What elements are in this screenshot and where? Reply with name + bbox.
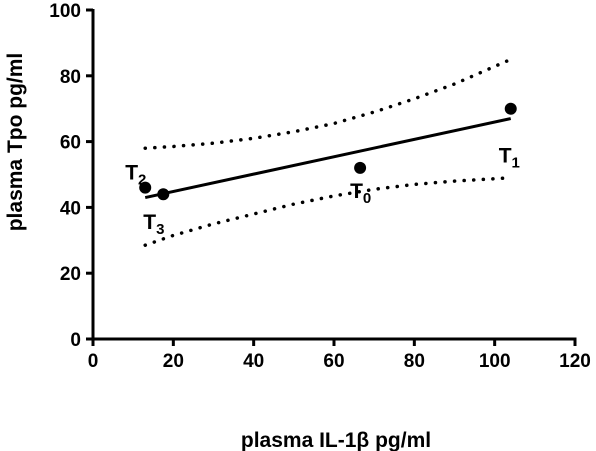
point-label-subscript: 0 xyxy=(363,190,371,207)
x-tick-label: 40 xyxy=(243,351,264,372)
x-axis-title: plasma IL-1β pg/ml xyxy=(241,429,431,451)
y-tick-label: 20 xyxy=(60,264,81,285)
point-label-text: T xyxy=(499,145,512,168)
point-label: T3 xyxy=(143,211,164,238)
data-point xyxy=(504,102,517,115)
y-tick-label: 80 xyxy=(60,67,81,88)
x-tick-label: 80 xyxy=(404,351,425,372)
point-label: T0 xyxy=(350,180,371,207)
x-tick-label: 0 xyxy=(88,351,99,372)
regression-line xyxy=(144,117,512,199)
point-label-subscript: 1 xyxy=(512,155,520,172)
confidence-band xyxy=(143,57,513,247)
confidence-band-upper xyxy=(143,57,513,150)
point-label-subscript: 3 xyxy=(156,221,164,238)
y-tick-label: 0 xyxy=(70,330,81,351)
data-point xyxy=(354,161,367,174)
x-tick-label: 120 xyxy=(559,351,591,372)
confidence-band-lower xyxy=(143,176,513,247)
regression-line-segment xyxy=(144,117,512,199)
point-label-text: T xyxy=(350,180,363,203)
y-tick-label: 40 xyxy=(60,198,81,219)
point-label: T1 xyxy=(499,145,520,172)
x-tick-label: 60 xyxy=(323,351,344,372)
point-label-text: T xyxy=(143,211,156,234)
data-point xyxy=(139,181,152,194)
data-point xyxy=(157,188,170,201)
y-tick-label: 100 xyxy=(49,1,81,22)
point-label: T2 xyxy=(125,162,146,189)
x-tick-label: 100 xyxy=(479,351,511,372)
point-label-text: T xyxy=(125,162,138,185)
point-label-subscript: 2 xyxy=(138,172,146,189)
y-axis-title: plasma Tpo pg/ml xyxy=(4,53,27,232)
x-tick-label: 20 xyxy=(163,351,184,372)
y-tick-label: 60 xyxy=(60,133,81,154)
